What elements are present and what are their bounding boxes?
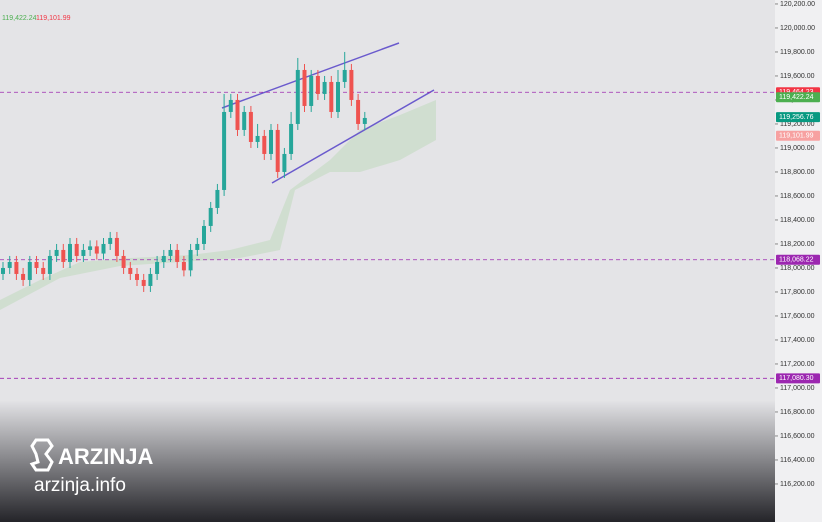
candle-body (121, 255, 126, 268)
brand: ARZINJA (58, 444, 153, 469)
price-badge (776, 92, 820, 103)
candle-body (362, 117, 367, 124)
candle-body (54, 249, 59, 256)
candle-body (61, 249, 66, 262)
candle-body (141, 279, 146, 286)
candle-body (108, 237, 113, 244)
y-tick-label: 119,000.00 (780, 145, 815, 152)
candle-body (81, 249, 86, 256)
candle-body (88, 246, 93, 250)
price-label: 119,422.24 (779, 94, 814, 101)
y-tick-label: 118,800.00 (780, 169, 815, 176)
y-tick-label: 117,800.00 (780, 289, 815, 296)
candle-body (309, 75, 314, 106)
candle-body (168, 249, 173, 256)
legend-value: 119,101.99 (36, 15, 71, 22)
candle-body (101, 243, 106, 254)
candle-body (114, 237, 119, 256)
candle-body (356, 99, 361, 124)
candle-body (228, 99, 233, 112)
y-tick-label: 117,200.00 (780, 361, 815, 368)
y-tick-label: 116,600.00 (780, 433, 815, 440)
candle-body (248, 111, 253, 142)
trend-line (271, 89, 435, 184)
y-tick-label: 116,400.00 (780, 457, 815, 464)
y-tick-label: 118,000.00 (780, 265, 815, 272)
candle-body (262, 135, 267, 154)
candle-body (269, 129, 273, 154)
price-badge (776, 130, 820, 141)
candle-body (295, 69, 300, 124)
candle-body (195, 243, 200, 250)
candle-body (27, 261, 32, 280)
candle-body (94, 246, 99, 254)
candle-body (235, 99, 240, 130)
price-label: 117,080.30 (779, 375, 814, 382)
legend-value: 119,422.24 (2, 15, 37, 22)
candle-body (68, 243, 72, 262)
candle-body (14, 261, 19, 274)
overlay (0, 400, 775, 522)
candle-body (155, 261, 160, 274)
candle-body (1, 267, 5, 274)
candle-body (329, 81, 334, 112)
y-tick-label: 119,800.00 (780, 49, 815, 56)
candle-body (315, 75, 320, 94)
candle-body (289, 123, 294, 154)
candle-body (181, 261, 186, 271)
candle-body (34, 261, 39, 268)
y-tick-label: 120,200.00 (780, 1, 815, 8)
candle-body (302, 69, 307, 106)
y-tick-label: 117,600.00 (780, 313, 815, 320)
candle-body (336, 81, 340, 112)
logo (29, 438, 54, 472)
candle-body (202, 225, 206, 244)
y-tick-label: 118,600.00 (780, 193, 815, 200)
candle-body (242, 111, 247, 130)
y-tick-label: 117,400.00 (780, 337, 815, 344)
y-tick-label: 118,400.00 (780, 217, 815, 224)
candle-body (7, 261, 12, 268)
candle-body (215, 189, 220, 208)
y-tick-label: 119,200.00 (780, 121, 815, 128)
price-label: 118,068.22 (779, 257, 814, 264)
candle-body (255, 135, 260, 142)
candle-body (175, 249, 180, 262)
y-tick-label: 116,200.00 (780, 481, 815, 488)
candle-body (322, 81, 327, 94)
candle-body (41, 267, 46, 274)
candle-body (128, 267, 133, 274)
price-badge (776, 112, 820, 123)
price-badge (776, 373, 820, 384)
plot: 116,200.00 116,400.00 116,600.00 116,800.00… (0, 1, 815, 488)
y-tick-label: 117,000.00 (780, 385, 815, 392)
candle-body (222, 111, 227, 190)
y-tick-label: 118,200.00 (780, 241, 815, 248)
y-tick-label: 116,800.00 (780, 409, 815, 416)
candle-body (74, 243, 79, 256)
candle-body (342, 69, 347, 82)
candle-body (161, 255, 166, 262)
candle-body (188, 249, 193, 271)
candle-body (21, 273, 26, 280)
candle-body (208, 207, 213, 226)
price-label: 119,101.99 (779, 133, 814, 140)
y-tick-label: 120,000.00 (780, 25, 815, 32)
price-badge (776, 254, 820, 265)
candle-body (47, 255, 52, 274)
candle-body (148, 273, 153, 286)
cloud (0, 100, 436, 310)
y-tick-label: 119,600.00 (780, 73, 815, 80)
trend-line (221, 42, 400, 109)
price-label: 119,256.76 (779, 114, 814, 121)
candle-body (349, 69, 354, 100)
site: arzinja.info (34, 475, 126, 496)
candle-body (135, 273, 139, 280)
candle-body (275, 129, 280, 172)
candle-body (282, 153, 287, 172)
